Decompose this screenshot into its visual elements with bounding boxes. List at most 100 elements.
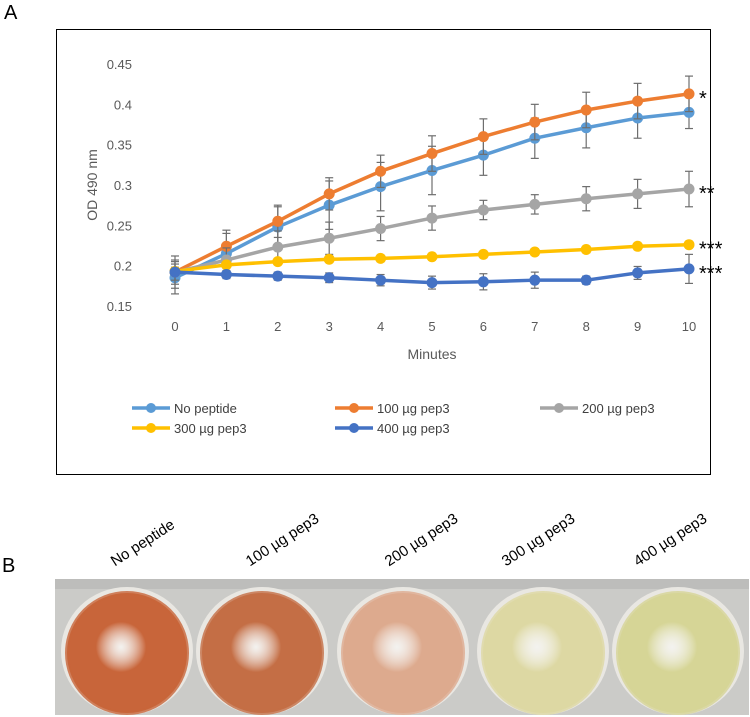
well-liquid [67, 593, 187, 713]
well-liquid [483, 593, 603, 713]
data-point [323, 232, 335, 244]
x-tick-label: 3 [326, 319, 333, 334]
series-4 [169, 253, 695, 291]
legend-item: 100 µg pep3 [335, 401, 450, 416]
data-point [477, 131, 489, 143]
well-label: 300 µg pep3 [498, 510, 579, 570]
significance-marker: * [699, 88, 707, 110]
x-tick-label: 9 [634, 319, 641, 334]
legend-label: 300 µg pep3 [174, 421, 247, 436]
data-point [375, 274, 387, 286]
legend-swatch-marker [554, 403, 564, 413]
data-point [529, 246, 541, 258]
series-3 [169, 239, 695, 277]
data-point [426, 251, 438, 263]
panel-label-a: A [4, 2, 18, 24]
legend-item: 400 µg pep3 [335, 421, 450, 436]
data-point [220, 240, 232, 252]
well-meniscus [200, 591, 324, 715]
well-meniscus [481, 591, 605, 715]
x-tick-label: 5 [428, 319, 435, 334]
data-point [323, 253, 335, 265]
well-liquid [202, 593, 322, 713]
well-label: No peptide [107, 516, 178, 570]
legend-swatch-marker [349, 403, 359, 413]
legend-label: No peptide [174, 401, 237, 416]
y-tick-label: 0.2 [114, 259, 132, 274]
data-point [323, 272, 335, 284]
well [196, 587, 328, 715]
data-point [683, 239, 695, 251]
data-point [375, 223, 387, 235]
legend-item: 300 µg pep3 [132, 421, 247, 436]
legend-swatch-marker [349, 423, 359, 433]
well-meniscus [65, 591, 189, 715]
data-point [220, 259, 232, 271]
wells [61, 587, 744, 715]
well [477, 587, 609, 715]
legend-swatch-marker [146, 423, 156, 433]
well-label: 100 µg pep3 [242, 510, 323, 570]
well-liquid [343, 593, 463, 713]
data-point [272, 215, 284, 227]
legend-item: No peptide [132, 401, 237, 416]
legend: No peptide 100 µg pep3 200 µg pep3 300 µg p… [132, 401, 655, 436]
y-tick-label: 0.3 [114, 178, 132, 193]
data-point [632, 188, 644, 200]
plate-top-edge [55, 579, 749, 589]
data-point [580, 193, 592, 205]
line-chart: 0.15 0.2 0.25 0.3 0.35 0.4 0.45 0 1 2 3 4 5 6 7 8 9 10 O… [84, 57, 723, 436]
data-point [683, 263, 695, 275]
y-tick-label: 0.35 [107, 138, 132, 153]
x-tick-label: 8 [583, 319, 590, 334]
data-point [272, 270, 284, 282]
panel-a-frame [56, 29, 711, 475]
series-1 [169, 75, 695, 281]
y-axis-title: OD 490 nm [84, 149, 100, 221]
y-tick-label: 0.25 [107, 218, 132, 233]
y-tick-label: 0.15 [107, 299, 132, 314]
well [612, 587, 744, 715]
data-point [375, 252, 387, 264]
significance-marker: ** [699, 183, 715, 205]
well-plate-photo [55, 579, 749, 715]
x-tick-label: 0 [171, 319, 178, 334]
data-point [426, 277, 438, 289]
legend-label: 100 µg pep3 [377, 401, 450, 416]
series-group [169, 75, 695, 295]
data-point [529, 198, 541, 210]
data-point [426, 148, 438, 160]
data-point [426, 212, 438, 224]
legend-label: 400 µg pep3 [377, 421, 450, 436]
data-point [580, 104, 592, 116]
well-label: 200 µg pep3 [381, 510, 462, 570]
data-point [272, 256, 284, 268]
well [61, 587, 193, 715]
data-point [477, 248, 489, 260]
well-meniscus [616, 591, 740, 715]
x-tick-label: 1 [223, 319, 230, 334]
y-tick-label: 0.45 [107, 57, 132, 72]
legend-item: 200 µg pep3 [540, 401, 655, 416]
data-point [375, 165, 387, 177]
y-tick-labels: 0.15 0.2 0.25 0.3 0.35 0.4 0.45 [107, 57, 132, 314]
data-point [220, 269, 232, 281]
x-tick-labels: 0 1 2 3 4 5 6 7 8 9 10 [171, 319, 696, 334]
data-point [632, 267, 644, 279]
x-tick-label: 2 [274, 319, 281, 334]
well-liquid [618, 593, 738, 713]
x-tick-label: 10 [682, 319, 696, 334]
data-point [580, 274, 592, 286]
well-label: 400 µg pep3 [630, 510, 711, 570]
data-point [272, 241, 284, 253]
panel-label-b: B [2, 555, 16, 577]
data-point [632, 240, 644, 252]
x-tick-label: 4 [377, 319, 384, 334]
data-point [683, 183, 695, 195]
x-tick-label: 6 [480, 319, 487, 334]
data-point [477, 276, 489, 288]
data-point [477, 149, 489, 161]
significance-marker: *** [699, 239, 723, 261]
data-point [632, 95, 644, 107]
x-tick-label: 7 [531, 319, 538, 334]
